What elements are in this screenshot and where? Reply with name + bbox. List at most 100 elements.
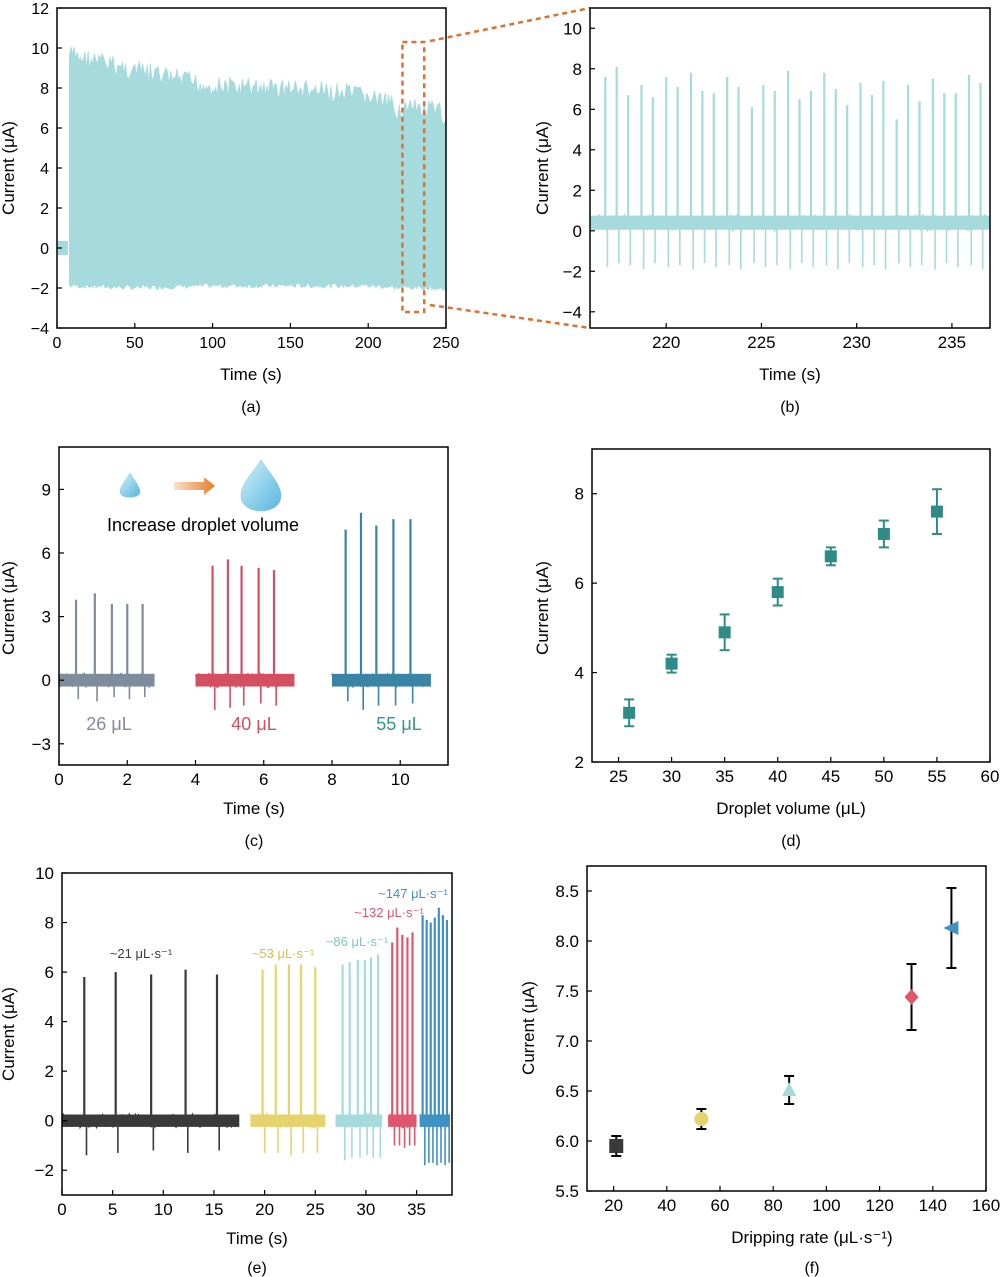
y-tick-label: 4 bbox=[40, 161, 49, 178]
x-tick-label: 15 bbox=[204, 1200, 223, 1219]
panel-e: 0 5 10 15 20 25 30 35 −2 0 2 4 6 8 10 Time (s) Current… bbox=[0, 864, 453, 1277]
x-tick-label: 4 bbox=[191, 770, 200, 789]
rate-label-86: ~86 μL·s⁻¹ bbox=[326, 934, 389, 949]
panel-b: 220 225 230 235 −4 −2 0 2 4 6 8 10 Time (s) Current… bbox=[533, 7, 991, 416]
panel-d: 25 30 35 40 45 50 55 60 2 4 6 8 Droplet volume (μL)… bbox=[533, 448, 999, 850]
y-tick-label: 2 bbox=[573, 181, 582, 200]
x-tick-label: 120 bbox=[865, 1196, 893, 1215]
x-tick-label: 30 bbox=[662, 767, 681, 786]
y-tick-label: 6 bbox=[40, 121, 49, 138]
rate-label-53: ~53 μL·s⁻¹ bbox=[252, 946, 315, 961]
panel-label: (a) bbox=[241, 399, 261, 416]
y-tick-label: 5.5 bbox=[555, 1182, 579, 1201]
x-tick-label: 40 bbox=[768, 767, 787, 786]
y-tick-label: 6 bbox=[575, 574, 584, 593]
y-tick-label: 4 bbox=[573, 141, 582, 160]
panel-label: (d) bbox=[781, 833, 801, 850]
x-axis-label: Time (s) bbox=[226, 1229, 288, 1248]
y-tick-label: 8.0 bbox=[555, 932, 579, 951]
large-droplet-icon bbox=[240, 459, 282, 512]
plot-frame bbox=[61, 872, 453, 1196]
y-tick-label: 4 bbox=[45, 1013, 54, 1032]
y-tick-label: 7.0 bbox=[555, 1032, 579, 1051]
y-axis-label: Current (μA) bbox=[0, 121, 18, 215]
y-tick-label: 8 bbox=[45, 914, 54, 933]
x-tick-label: 250 bbox=[433, 335, 460, 352]
data-point bbox=[623, 706, 636, 719]
x-tick-label: 20 bbox=[255, 1200, 274, 1219]
baseline-trace bbox=[61, 1112, 240, 1130]
x-tick-label: 10 bbox=[391, 770, 410, 789]
x-tick-label: 50 bbox=[126, 335, 144, 352]
series-label-26: 26 μL bbox=[86, 714, 131, 734]
x-tick-label: 60 bbox=[711, 1196, 730, 1215]
x-tick-label: 0 bbox=[53, 335, 62, 352]
x-axis-label: Time (s) bbox=[220, 365, 282, 384]
panel-label: (c) bbox=[245, 833, 264, 850]
y-tick-label: 0 bbox=[573, 222, 582, 241]
panel-f: 20 40 60 80 100 120 140 160 5.5 6.0 6.5 7.0 7.5 8.0 8.… bbox=[519, 865, 1000, 1277]
x-tick-label: 200 bbox=[355, 335, 382, 352]
x-tick-label: 80 bbox=[764, 1196, 783, 1215]
data-point bbox=[904, 989, 919, 1005]
x-tick-label: 2 bbox=[123, 770, 132, 789]
y-tick-label: 0 bbox=[42, 671, 51, 690]
x-tick-label: 20 bbox=[604, 1196, 623, 1215]
panel-label: (e) bbox=[247, 1260, 267, 1277]
rate-label-21: ~21 μL·s⁻¹ bbox=[110, 946, 173, 961]
y-tick-label: 10 bbox=[563, 19, 582, 38]
y-tick-label: 2 bbox=[45, 1062, 54, 1081]
baseline-trace bbox=[335, 1112, 383, 1129]
x-tick-label: 55 bbox=[927, 767, 946, 786]
y-tick-label: 10 bbox=[31, 41, 49, 58]
y-tick-label: 0 bbox=[45, 1112, 54, 1131]
x-tick-label: 225 bbox=[747, 333, 775, 352]
x-tick-label: 160 bbox=[972, 1196, 1000, 1215]
data-point bbox=[877, 527, 890, 540]
y-tick-label: −2 bbox=[563, 262, 582, 281]
y-tick-label: 8 bbox=[575, 485, 584, 504]
y-tick-label: 9 bbox=[42, 480, 51, 499]
plot-frame bbox=[589, 7, 991, 329]
y-axis-label: Current (μA) bbox=[519, 981, 538, 1075]
series-label-40: 40 μL bbox=[231, 714, 276, 734]
y-tick-label: 8 bbox=[40, 81, 49, 98]
x-axis-label: Time (s) bbox=[759, 365, 821, 384]
baseline-trace bbox=[58, 672, 154, 690]
y-tick-label: 6 bbox=[573, 100, 582, 119]
y-tick-label: 2 bbox=[575, 753, 584, 772]
flat-segment bbox=[57, 241, 68, 255]
annotation-text: Increase droplet volume bbox=[107, 515, 299, 535]
zoom-box bbox=[401, 40, 426, 314]
x-tick-label: 10 bbox=[154, 1200, 173, 1219]
y-tick-label: 10 bbox=[35, 864, 54, 883]
y-axis-label: Current (μA) bbox=[0, 561, 18, 655]
x-tick-label: 230 bbox=[842, 333, 870, 352]
y-tick-label: −3 bbox=[32, 735, 51, 754]
plot-frame bbox=[58, 446, 449, 766]
panel-label: (f) bbox=[804, 1260, 819, 1277]
data-point bbox=[718, 626, 731, 639]
plot-frame bbox=[586, 865, 987, 1192]
data-point bbox=[694, 1112, 709, 1126]
y-tick-label: 7.5 bbox=[555, 982, 579, 1001]
panel-label: (b) bbox=[780, 399, 800, 416]
y-tick-label: −2 bbox=[31, 281, 49, 298]
y-tick-label: −4 bbox=[563, 303, 582, 322]
data-point bbox=[771, 586, 784, 599]
small-droplet-icon bbox=[119, 472, 141, 498]
rate-label-132: ~132 μL·s⁻¹ bbox=[354, 905, 424, 920]
x-tick-label: 45 bbox=[821, 767, 840, 786]
x-axis-label: Time (s) bbox=[223, 799, 285, 818]
y-tick-label: 6.0 bbox=[555, 1132, 579, 1151]
x-tick-label: 25 bbox=[306, 1200, 325, 1219]
x-tick-label: 0 bbox=[57, 1200, 66, 1219]
y-tick-label: 8 bbox=[573, 60, 582, 79]
y-tick-label: 2 bbox=[40, 201, 49, 218]
data-point bbox=[930, 505, 943, 518]
y-tick-label: −4 bbox=[31, 321, 49, 338]
y-tick-label: 12 bbox=[31, 1, 49, 18]
y-tick-label: −2 bbox=[35, 1161, 54, 1180]
